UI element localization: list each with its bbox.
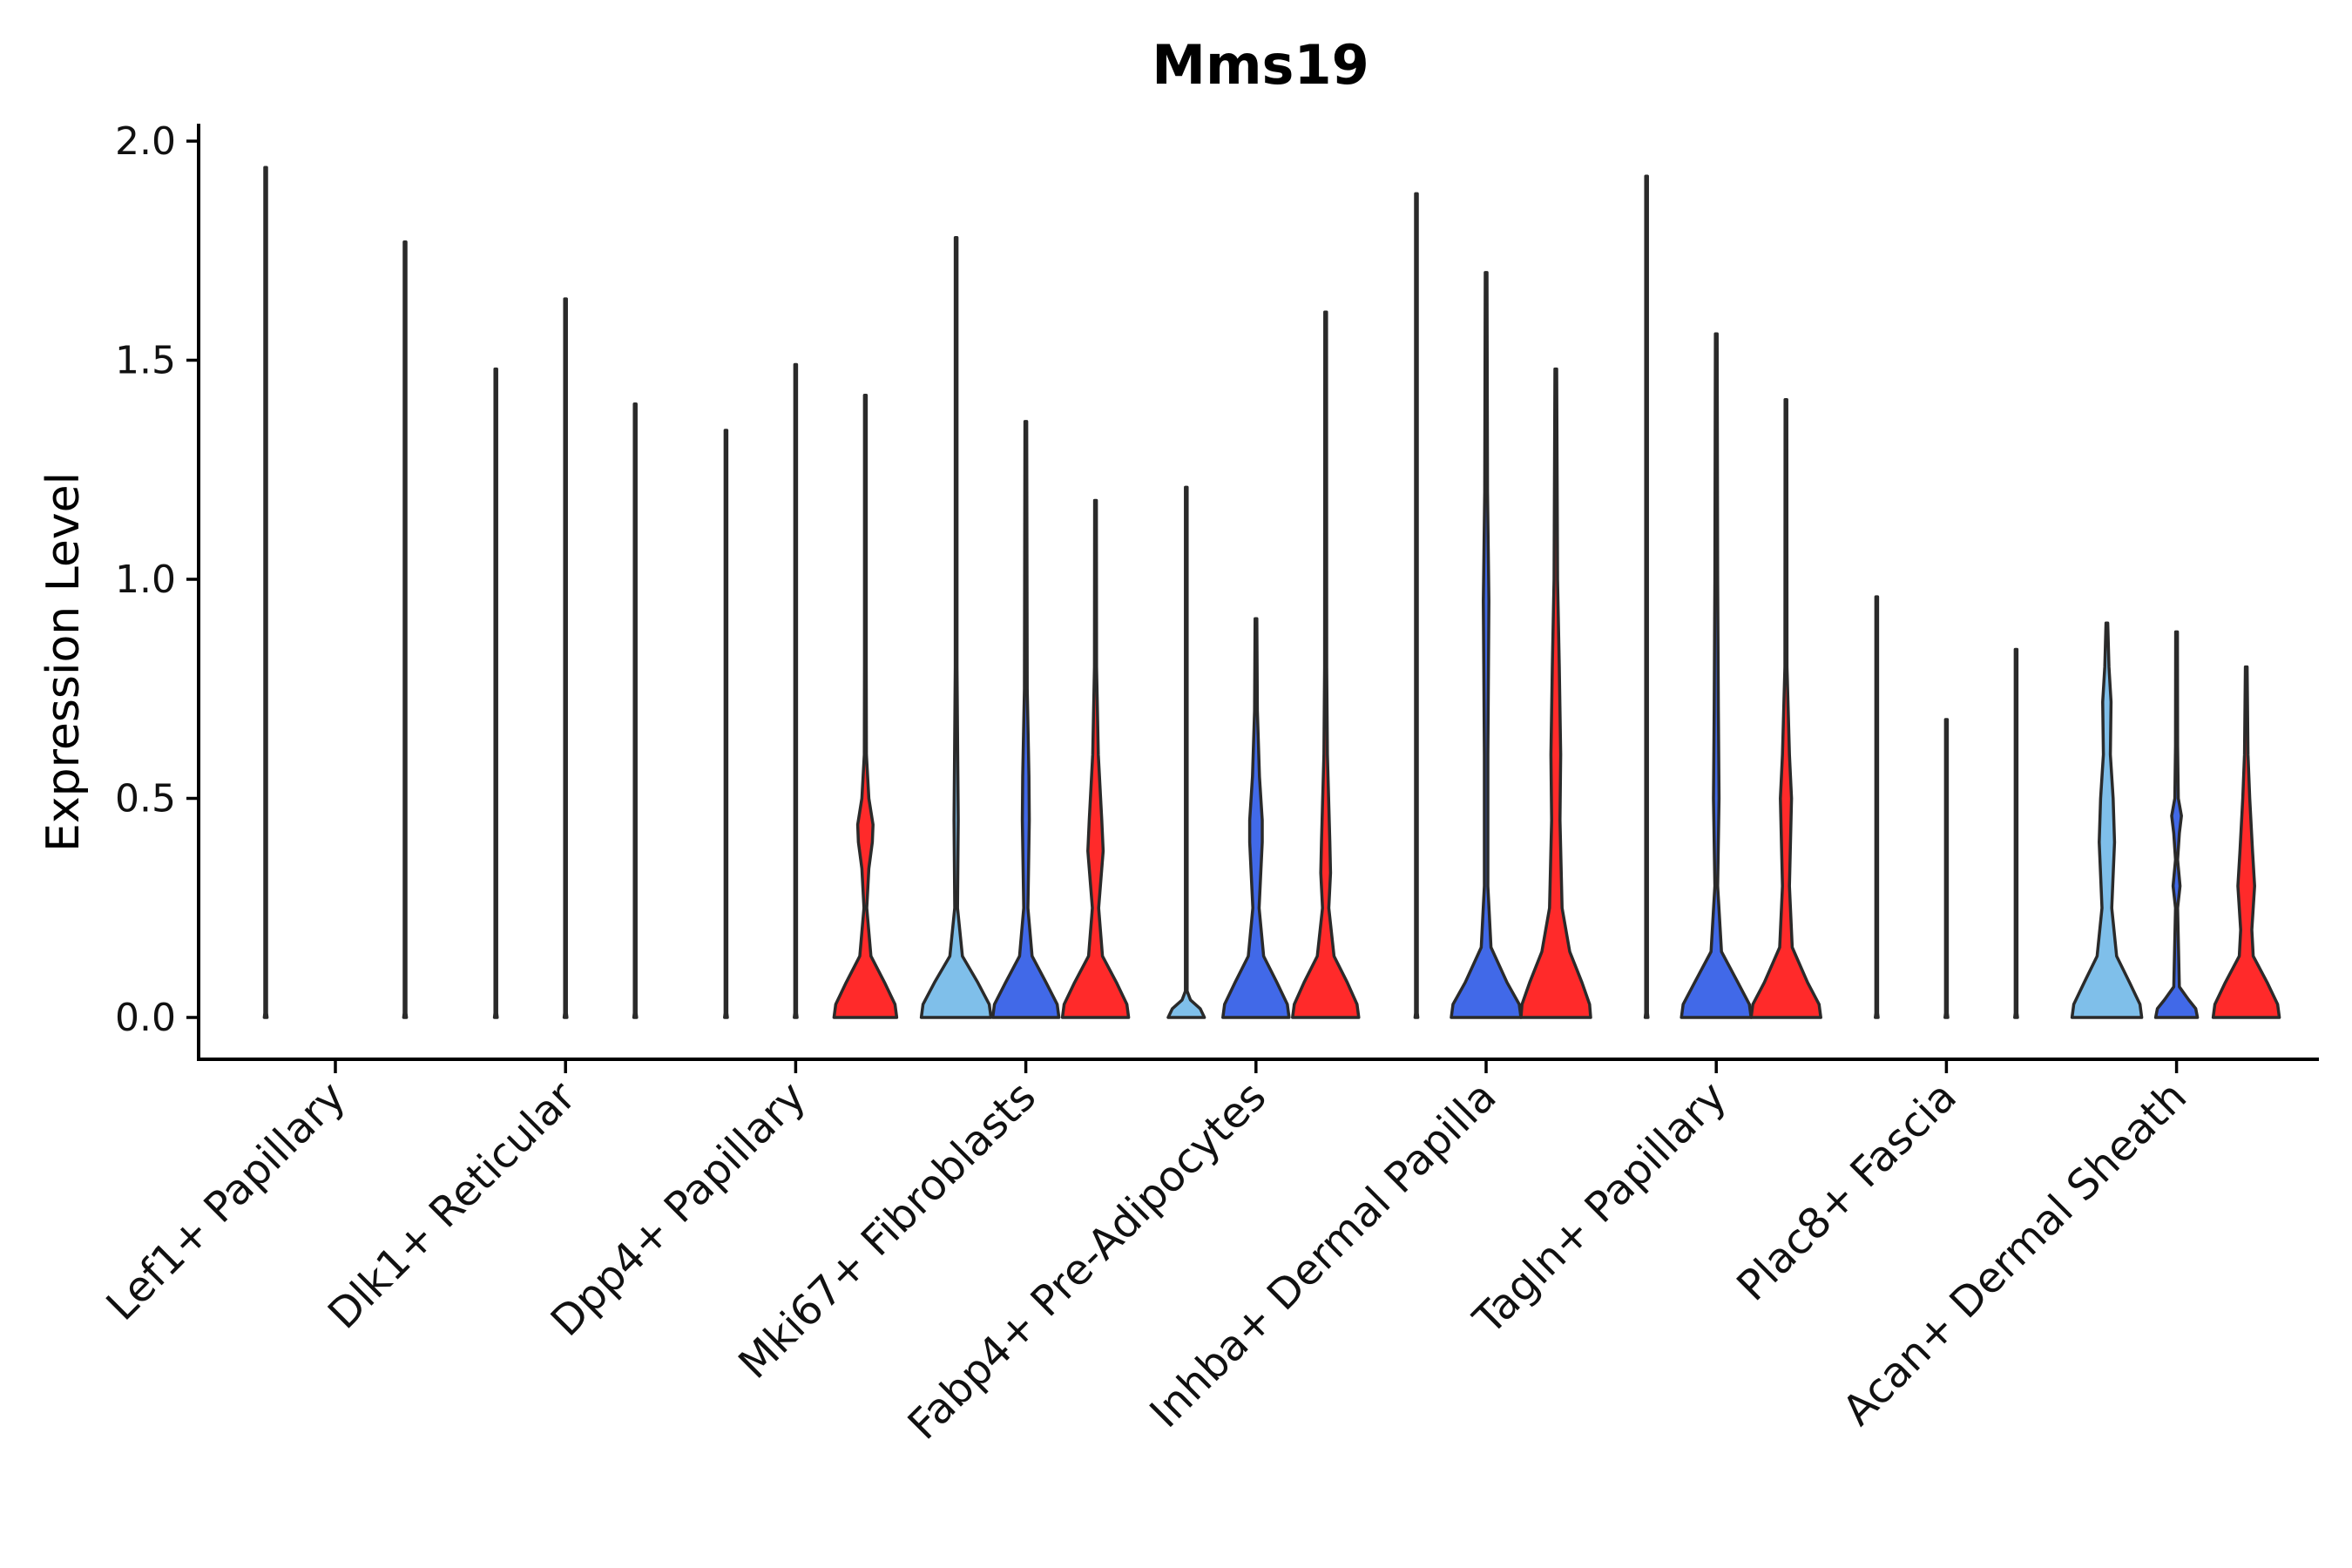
violin-mark	[262, 166, 269, 1019]
violin-mark	[1943, 718, 1950, 1019]
category-label: Dpp4+ Papillary	[542, 1072, 815, 1346]
category-label: Tagln+ Papillary	[1463, 1072, 1735, 1344]
violin-mark	[2070, 621, 2144, 1019]
violin-mark	[1749, 398, 1822, 1019]
violin-mark	[562, 297, 569, 1019]
category-label: Plac8+ Fascia	[1727, 1072, 1966, 1311]
chart-title: Mms19	[1152, 33, 1369, 97]
violin-mark	[1519, 367, 1592, 1019]
category-label: Dlk1+ Reticular	[319, 1072, 585, 1339]
y-axis-ticks: 0.0 0.5 1.0 1.5 2.0	[115, 119, 199, 1040]
violin-mark	[492, 367, 499, 1019]
violin-mark	[1413, 192, 1420, 1019]
violin-mark	[723, 429, 729, 1019]
violin-mark	[832, 393, 899, 1019]
violin-mark	[1450, 271, 1523, 1019]
violin-mark	[1060, 498, 1131, 1019]
category-label: Lef1+ Papillary	[98, 1072, 355, 1330]
y-axis-label: Expression Level	[37, 472, 90, 852]
violin-mark	[632, 402, 639, 1019]
violin-mark	[402, 240, 409, 1019]
violin-mark	[1643, 174, 1650, 1019]
violin-mark	[2153, 630, 2200, 1019]
violin-mark	[1166, 485, 1206, 1019]
violin-mark	[990, 420, 1061, 1019]
violin-mark	[1680, 332, 1753, 1019]
violin-mark	[1291, 310, 1361, 1019]
y-tick-label: 1.0	[115, 558, 176, 602]
violin-mark	[1874, 595, 1880, 1019]
y-tick-label: 1.5	[115, 339, 176, 383]
violin-mark	[919, 235, 993, 1019]
violin-mark	[2211, 665, 2281, 1019]
y-tick-label: 2.0	[115, 119, 176, 164]
violin-mark	[2013, 647, 2019, 1019]
y-tick-label: 0.0	[115, 996, 176, 1040]
y-tick-label: 0.5	[115, 777, 176, 821]
violin-mark	[1221, 617, 1291, 1019]
violins-layer	[262, 166, 2281, 1019]
violin-mark	[793, 362, 799, 1019]
